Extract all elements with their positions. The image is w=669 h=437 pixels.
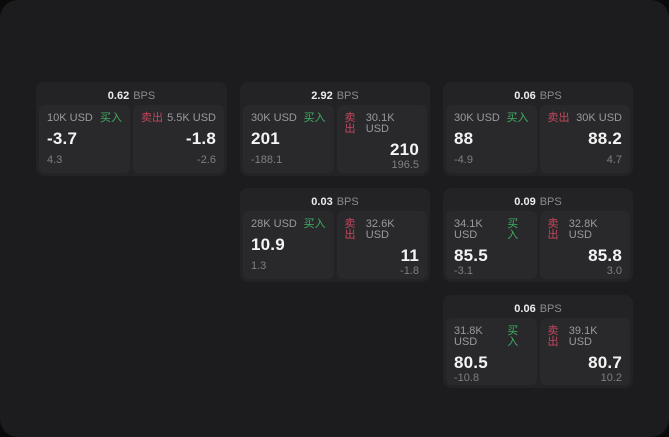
bps-unit-label: BPS	[539, 89, 562, 102]
sell-sub-value: -2.6	[197, 154, 216, 166]
bps-unit-label: BPS	[539, 195, 562, 208]
card-header: 0.09 BPS	[446, 191, 630, 211]
sell-sub-value: 10.2	[600, 371, 622, 384]
buy-price: 88	[454, 129, 474, 148]
card-header: 0.06 BPS	[446, 298, 630, 318]
buy-size: 28K USD	[251, 218, 297, 230]
sell-side-label: 卖出	[141, 112, 163, 124]
bps-unit-label: BPS	[336, 195, 359, 208]
buy-price: 10.9	[251, 235, 285, 254]
sell-price: 210	[390, 140, 419, 159]
buy-panel[interactable]: 10K USD 买入 -3.7 4.3	[39, 105, 130, 173]
sell-panel[interactable]: 卖出 30K USD 88.2 4.7	[539, 105, 630, 173]
bps-value: 0.06	[514, 302, 536, 315]
quote-card[interactable]: 0.06 BPS 30K USD 买入 88 -4.9 卖出 30K USD 8…	[443, 82, 633, 176]
sell-sub-value: -1.8	[400, 264, 419, 277]
card-header: 0.03 BPS	[243, 191, 427, 211]
bps-value: 0.03	[311, 195, 333, 208]
sell-size: 5.5K USD	[167, 112, 216, 124]
buy-panel[interactable]: 30K USD 买入 88 -4.9	[446, 105, 537, 173]
sell-price: 88.2	[588, 129, 622, 148]
sell-panel[interactable]: 卖出 32.6K USD 11 -1.8	[336, 211, 427, 279]
buy-panel[interactable]: 30K USD 买入 201 -188.1	[243, 105, 334, 173]
quote-card[interactable]: 0.06 BPS 31.8K USD 买入 80.5 -10.8 卖出 39.1…	[443, 295, 633, 388]
quote-card[interactable]: 2.92 BPS 30K USD 买入 201 -188.1 卖出 30.1K …	[240, 82, 430, 176]
buy-sub-value: -10.8	[454, 371, 480, 384]
sell-price: 85.8	[588, 246, 622, 265]
bps-unit-label: BPS	[539, 302, 562, 315]
card-header: 2.92 BPS	[243, 85, 427, 105]
buy-panel[interactable]: 28K USD 买入 10.9 1.3	[243, 211, 334, 279]
buy-panel[interactable]: 34.1K USD 买入 85.5 -3.1	[446, 211, 537, 279]
buy-price: 85.5	[454, 246, 488, 265]
sell-price: 80.7	[588, 353, 622, 372]
sell-panel[interactable]: 卖出 30.1K USD 210 196.5	[336, 105, 427, 173]
bps-value: 0.06	[514, 89, 536, 102]
sell-side-label: 卖出	[547, 112, 570, 124]
sell-size: 32.8K USD	[568, 218, 598, 241]
quote-card[interactable]: 0.03 BPS 28K USD 买入 10.9 1.3 卖出 32.6K US…	[240, 188, 430, 282]
bps-value: 0.09	[514, 195, 536, 208]
buy-sub-value: -188.1	[251, 154, 283, 166]
buy-side-label: 买入	[507, 218, 519, 241]
card-header: 0.06 BPS	[446, 85, 630, 105]
sell-panel[interactable]: 卖出 39.1K USD 80.7 10.2	[539, 318, 630, 385]
quote-card[interactable]: 0.62 BPS 10K USD 买入 -3.7 4.3 卖出 5.5K USD…	[36, 82, 227, 176]
card-header: 0.62 BPS	[39, 85, 224, 105]
buy-size: 34.1K USD	[454, 218, 483, 241]
sell-price: 11	[400, 246, 419, 265]
sell-side-label: 卖出	[344, 218, 356, 241]
buy-sub-value: -3.1	[454, 264, 473, 277]
buy-side-label: 买入	[100, 112, 122, 124]
buy-sub-value: -4.9	[454, 154, 473, 166]
sell-sub-value: 196.5	[391, 158, 419, 171]
sell-size: 30K USD	[576, 112, 622, 124]
buy-size: 31.8K USD	[454, 325, 483, 348]
sell-panel[interactable]: 卖出 5.5K USD -1.8 -2.6	[133, 105, 224, 173]
buy-sub-value: 4.3	[47, 154, 63, 166]
buy-side-label: 买入	[507, 325, 519, 348]
buy-side-label: 买入	[303, 218, 326, 230]
buy-side-label: 买入	[303, 112, 326, 124]
sell-side-label: 卖出	[547, 325, 559, 348]
buy-panel[interactable]: 31.8K USD 买入 80.5 -10.8	[446, 318, 537, 385]
sell-size: 32.6K USD	[365, 218, 395, 241]
buy-size: 30K USD	[251, 112, 297, 124]
bps-unit-label: BPS	[133, 89, 156, 102]
buy-side-label: 买入	[506, 112, 529, 124]
sell-size: 39.1K USD	[568, 325, 598, 348]
buy-size: 30K USD	[454, 112, 500, 124]
bps-unit-label: BPS	[336, 89, 359, 102]
buy-price: 80.5	[454, 353, 488, 372]
buy-sub-value: 1.3	[251, 260, 267, 272]
bps-value: 0.62	[107, 89, 130, 102]
buy-size: 10K USD	[47, 112, 93, 124]
sell-side-label: 卖出	[344, 112, 356, 135]
quote-card[interactable]: 0.09 BPS 34.1K USD 买入 85.5 -3.1 卖出 32.8K…	[443, 188, 633, 282]
bps-value: 2.92	[311, 89, 333, 102]
buy-price: -3.7	[47, 129, 78, 148]
sell-sub-value: 4.7	[606, 154, 622, 166]
sell-side-label: 卖出	[547, 218, 559, 241]
sell-price: -1.8	[185, 129, 216, 148]
sell-panel[interactable]: 卖出 32.8K USD 85.8 3.0	[539, 211, 630, 279]
sell-size: 30.1K USD	[365, 112, 395, 135]
buy-price: 201	[251, 129, 280, 148]
sell-sub-value: 3.0	[606, 264, 622, 277]
